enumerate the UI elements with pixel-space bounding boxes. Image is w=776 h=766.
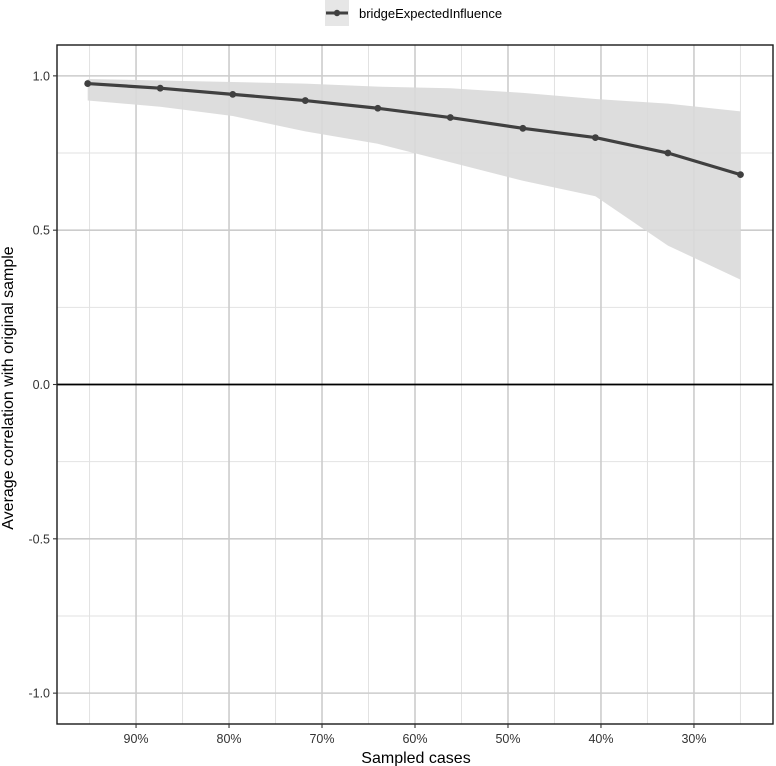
data-point (664, 149, 672, 157)
x-tick-label: 60% (402, 732, 427, 746)
x-tick-label: 50% (495, 732, 520, 746)
data-point (737, 171, 744, 179)
legend-label: bridgeExpectedInfluence (359, 6, 502, 21)
data-point (156, 84, 164, 92)
data-point (591, 134, 599, 141)
y-tick-label: -1.0 (28, 687, 50, 701)
data-point (229, 90, 237, 98)
confidence-band (87, 78, 741, 280)
series-line (87, 81, 741, 177)
x-tick-label: 30% (681, 732, 706, 746)
data-point (84, 80, 92, 87)
y-tick-label: 1.0 (33, 69, 50, 83)
data-point (301, 97, 309, 104)
x-tick-label: 70% (309, 732, 334, 746)
x-tick-label: 40% (588, 732, 613, 746)
y-tick-label: 0.5 (33, 224, 50, 238)
legend: bridgeExpectedInfluence (325, 0, 502, 26)
x-tick-label: 80% (217, 732, 242, 746)
y-tick-label: 0.0 (33, 378, 50, 392)
y-axis-title: Average correlation with original sample (0, 246, 17, 530)
data-point (519, 124, 527, 132)
y-tick-label: -0.5 (28, 532, 50, 546)
x-axis-title: Sampled cases (361, 750, 470, 766)
x-tick-label: 90% (124, 732, 149, 746)
data-point (446, 114, 454, 121)
legend-key-point (333, 9, 341, 17)
data-point (374, 104, 382, 112)
